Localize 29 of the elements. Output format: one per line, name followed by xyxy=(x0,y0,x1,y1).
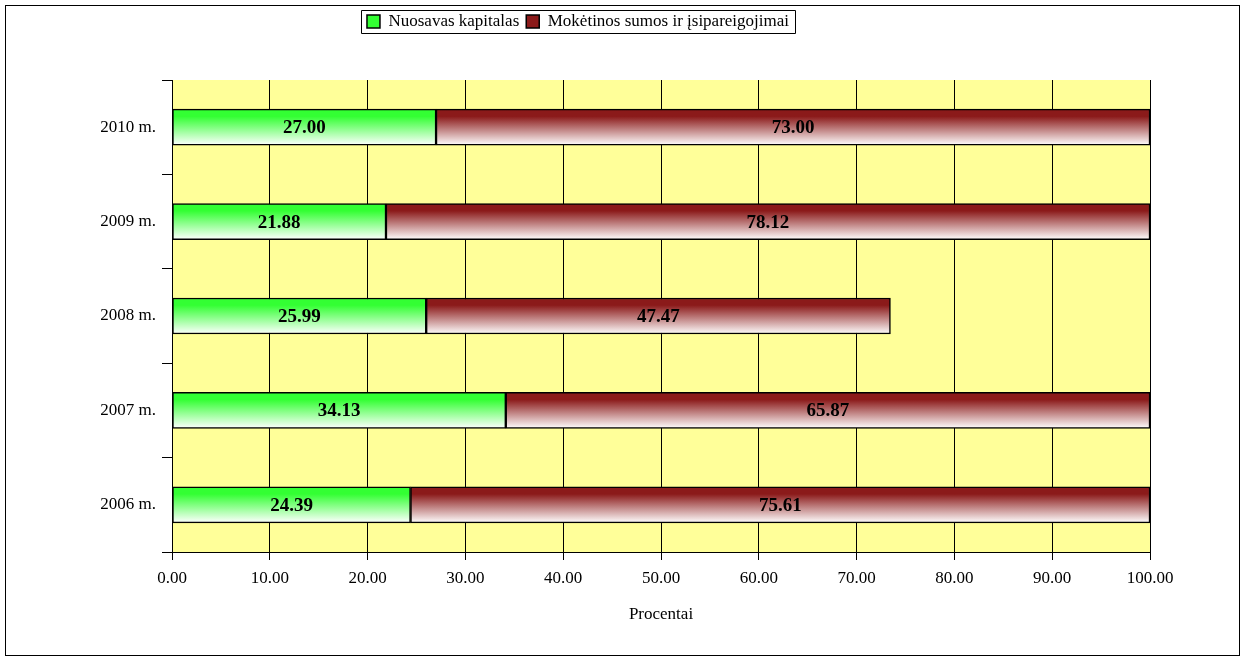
x-tick-label: 10.00 xyxy=(250,567,289,587)
data-label: 73.00 xyxy=(771,116,815,138)
legend-label: Mokėtinos sumos ir įsipareigojimai xyxy=(547,10,790,30)
x-tick-label: 60.00 xyxy=(739,567,778,587)
y-tick-label: 2009 m. xyxy=(100,211,156,231)
x-tick-label: 80.00 xyxy=(935,567,974,587)
data-label: 78.12 xyxy=(746,210,790,232)
x-axis-title: Procentai xyxy=(628,604,694,624)
data-label: 25.99 xyxy=(277,304,321,326)
x-tick-label: 90.00 xyxy=(1033,567,1072,587)
x-tick-label: 20.00 xyxy=(348,567,387,587)
data-label: 21.88 xyxy=(257,210,301,232)
data-label: 34.13 xyxy=(317,399,361,421)
x-tick-label: 50.00 xyxy=(641,567,681,587)
y-tick-label: 2006 m. xyxy=(100,494,156,514)
x-tick-label: 40.00 xyxy=(544,567,583,587)
data-label: 47.47 xyxy=(636,304,681,326)
data-label: 27.00 xyxy=(282,116,326,138)
x-tick-label: 70.00 xyxy=(837,567,876,587)
y-tick-label: 2007 m. xyxy=(100,399,156,419)
data-label: 65.87 xyxy=(806,399,850,421)
x-tick-label: 0.00 xyxy=(157,567,187,587)
x-tick-label: 100.00 xyxy=(1126,567,1174,587)
data-label: 75.61 xyxy=(758,493,802,515)
legend-label: Nuosavas kapitalas xyxy=(388,10,520,30)
y-tick-label: 2010 m. xyxy=(100,116,156,136)
data-label: 24.39 xyxy=(270,493,313,515)
y-tick-label: 2008 m. xyxy=(100,305,156,325)
x-tick-label: 30.00 xyxy=(446,567,485,587)
